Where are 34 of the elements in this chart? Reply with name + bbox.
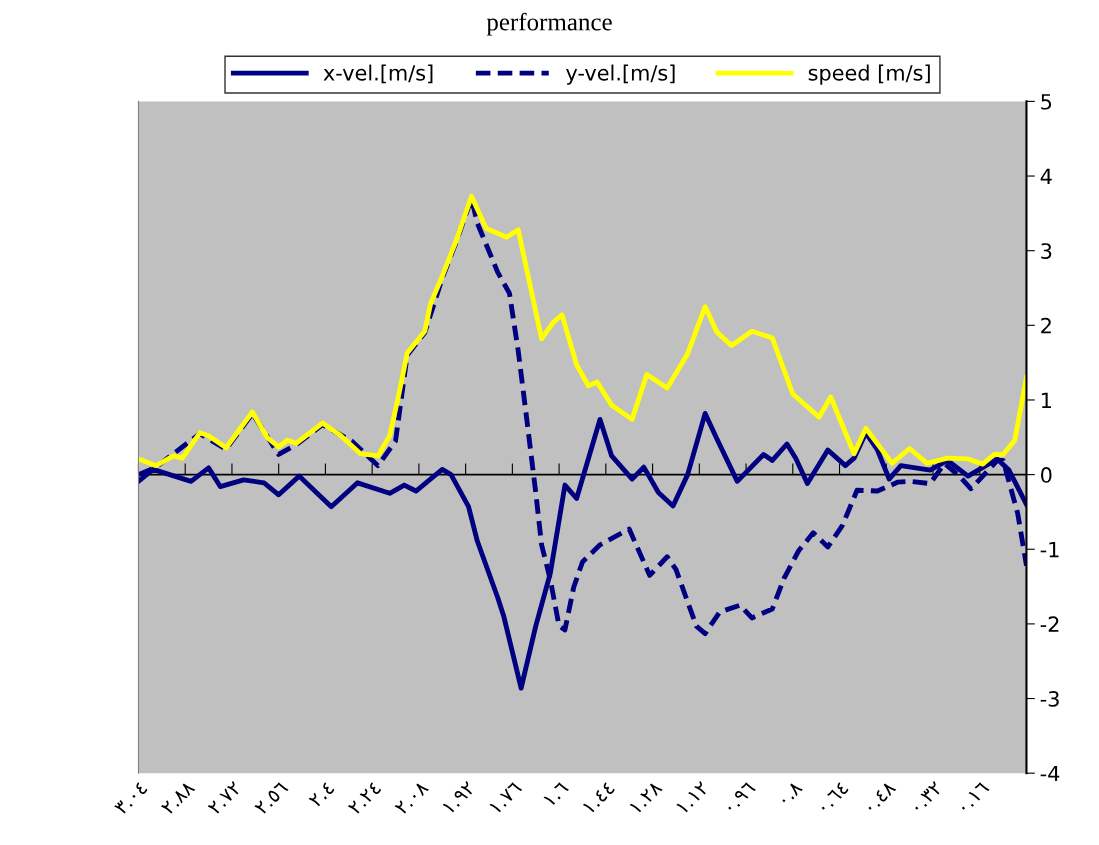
y-tick-label: 3: [1041, 243, 1052, 259]
y-tick-label: 5: [1041, 94, 1052, 110]
x-tick-label: ٠.٣٢: [911, 781, 943, 813]
y-tick-label: 4: [1040, 168, 1052, 184]
x-tick-label: ٠.١٦: [957, 781, 990, 813]
x-tick-label: ٢.٨٨: [160, 780, 196, 816]
y-tick-label: 1: [1041, 392, 1051, 408]
y-tick-label: -1: [1040, 541, 1059, 558]
x-tick-label: ١.٦: [543, 781, 569, 807]
x-tick-label: ١.٩٢: [442, 781, 476, 814]
legend-label: speed [m/s]: [808, 64, 930, 85]
y-tick-label: 0: [1041, 467, 1052, 483]
x-tick-label: ١.٢٨: [629, 780, 663, 814]
x-tick-label: ١.٤٤: [582, 781, 616, 814]
y-tick-label: -2: [1040, 616, 1059, 632]
x-tick-label: ١.١٢: [676, 781, 710, 814]
chart-title: performance: [486, 12, 612, 36]
x-tick-label: ٠.٩٦: [724, 780, 756, 813]
y-tick-label: -3: [1040, 690, 1059, 707]
x-tick-label: ٣.٠٤: [114, 781, 148, 816]
x-tick-label: ٢.٢٤: [347, 781, 382, 816]
x-tick-label: ٠.٦٤: [817, 781, 849, 813]
x-tick-label: ٠.٨: [778, 780, 803, 806]
legend-label: x-vel.[m/s]: [323, 64, 433, 84]
x-tick-label: ١.٧٦: [489, 781, 523, 814]
x-tick-label: ٠.٤٨: [864, 780, 897, 813]
x-tick-label: ٢.٧٢: [207, 781, 242, 816]
y-tick-label: -4: [1040, 765, 1060, 782]
legend-label: y-vel.[m/s]: [566, 64, 675, 85]
x-tick-label: ٢.٤: [308, 781, 335, 808]
x-tick-label: ٢.٥٦: [254, 780, 289, 816]
y-tick-label: 2: [1041, 317, 1051, 334]
line-series: [138, 193, 1027, 469]
x-tick-label: ٢.٠٨: [394, 780, 429, 816]
